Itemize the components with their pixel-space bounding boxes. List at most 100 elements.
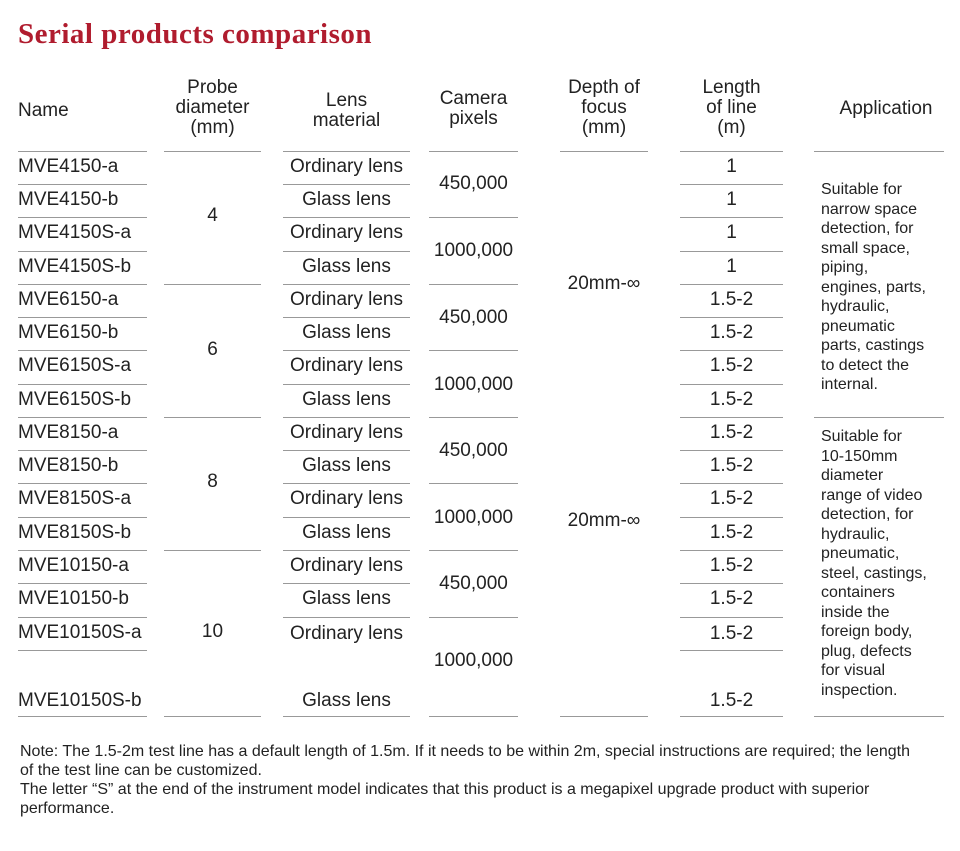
header-length-of-line: Length of line (m) xyxy=(702,77,761,138)
lens-material: Ordinary lens xyxy=(290,288,403,310)
lens-rule xyxy=(283,350,410,351)
product-name: MVE8150-b xyxy=(18,454,119,476)
product-name: MVE6150-a xyxy=(18,288,119,310)
name-rule xyxy=(18,617,147,618)
lens-material: Ordinary lens xyxy=(290,421,403,443)
camera-rule xyxy=(429,217,518,218)
name-rule xyxy=(18,384,147,385)
camera-rule xyxy=(429,284,518,285)
length-rule xyxy=(680,184,783,185)
lens-material: Ordinary lens xyxy=(290,623,403,644)
probe-rule xyxy=(164,716,261,717)
line-length: 1.5-2 xyxy=(709,554,754,576)
camera-rule xyxy=(429,716,518,717)
probe-diameter: 6 xyxy=(207,339,218,360)
lens-rule xyxy=(283,284,410,285)
length-rule xyxy=(680,317,783,318)
lens-material: Glass lens xyxy=(302,388,391,410)
camera-rule xyxy=(429,550,518,551)
lens-rule xyxy=(283,450,410,451)
application-text: Suitable for 10-150mm diameter range of … xyxy=(821,428,927,699)
line-length: 1.5-2 xyxy=(709,488,754,509)
line-length: 1.5-2 xyxy=(709,355,754,376)
line-length: 1.5-2 xyxy=(709,623,754,644)
camera-pixels: 450,000 xyxy=(439,307,508,328)
line-length: 1.5-2 xyxy=(709,588,754,609)
lens-material: Glass lens xyxy=(302,588,391,609)
name-rule xyxy=(18,417,147,418)
length-rule xyxy=(680,716,783,717)
length-rule xyxy=(680,617,783,618)
lens-rule xyxy=(283,550,410,551)
header-application: Application xyxy=(839,98,933,119)
lens-material: Glass lens xyxy=(302,454,391,476)
lens-rule xyxy=(283,251,410,252)
length-rule xyxy=(680,217,783,218)
lens-material: Glass lens xyxy=(302,521,391,543)
name-rule xyxy=(18,284,147,285)
lens-rule xyxy=(283,384,410,385)
header-probe-diameter: Probe diameter (mm) xyxy=(175,77,250,138)
header-depth-of-focus: Depth of focus (mm) xyxy=(568,77,640,138)
name-rule xyxy=(18,550,147,551)
product-name: MVE4150S-a xyxy=(18,222,132,243)
probe-rule xyxy=(164,417,261,418)
lens-rule xyxy=(283,417,410,418)
header-name: Name xyxy=(18,100,69,121)
product-name: MVE8150S-a xyxy=(18,488,132,509)
line-length: 1.5-2 xyxy=(709,454,754,476)
lens-material: Ordinary lens xyxy=(290,155,403,177)
product-name: MVE6150-b xyxy=(18,321,119,343)
lens-rule xyxy=(283,184,410,185)
length-rule xyxy=(680,517,783,518)
product-name: MVE6150S-a xyxy=(18,355,132,376)
line-length: 1 xyxy=(726,188,737,210)
product-name: MVE4150-a xyxy=(18,155,119,177)
name-rule xyxy=(18,650,147,651)
lens-material: Glass lens xyxy=(302,188,391,210)
name-rule xyxy=(18,184,147,185)
line-length: 1.5-2 xyxy=(709,521,754,543)
name-rule xyxy=(18,350,147,351)
length-rule xyxy=(680,251,783,252)
camera-rule xyxy=(429,151,518,152)
line-length: 1 xyxy=(726,222,737,243)
depth-of-focus: 20mm-∞ xyxy=(567,510,641,531)
lens-material: Ordinary lens xyxy=(290,222,403,243)
length-rule xyxy=(680,450,783,451)
name-rule xyxy=(18,251,147,252)
length-rule xyxy=(680,417,783,418)
camera-pixels: 1000,000 xyxy=(433,507,514,528)
camera-pixels: 1000,000 xyxy=(433,374,514,395)
name-rule xyxy=(18,217,147,218)
length-rule xyxy=(680,350,783,351)
camera-pixels: 450,000 xyxy=(439,173,508,194)
depth-rule xyxy=(560,151,648,152)
lens-material: Ordinary lens xyxy=(290,554,403,576)
line-length: 1.5-2 xyxy=(709,288,754,310)
header-lens-material: Lens material xyxy=(312,90,381,131)
length-rule xyxy=(680,284,783,285)
lens-rule xyxy=(283,517,410,518)
lens-rule xyxy=(283,217,410,218)
camera-pixels: 450,000 xyxy=(439,573,508,594)
header-camera-pixels: Camera pixels xyxy=(439,88,508,129)
length-rule xyxy=(680,384,783,385)
note-s-suffix: The letter “S” at the end of the instrum… xyxy=(20,781,870,817)
name-rule xyxy=(18,583,147,584)
product-name: MVE10150S-a xyxy=(18,621,142,643)
probe-rule xyxy=(164,550,261,551)
probe-rule xyxy=(164,151,261,152)
lens-rule xyxy=(283,583,410,584)
probe-diameter: 4 xyxy=(207,205,218,226)
footnote: Note: The 1.5-2m test line has a default… xyxy=(20,742,920,818)
line-length: 1.5-2 xyxy=(709,321,754,343)
length-rule xyxy=(680,583,783,584)
camera-pixels: 450,000 xyxy=(439,440,508,461)
product-name: MVE10150S-b xyxy=(18,690,142,711)
name-rule xyxy=(18,450,147,451)
lens-rule xyxy=(283,317,410,318)
lens-material: Ordinary lens xyxy=(290,355,403,376)
lens-rule xyxy=(283,483,410,484)
name-rule xyxy=(18,716,147,717)
